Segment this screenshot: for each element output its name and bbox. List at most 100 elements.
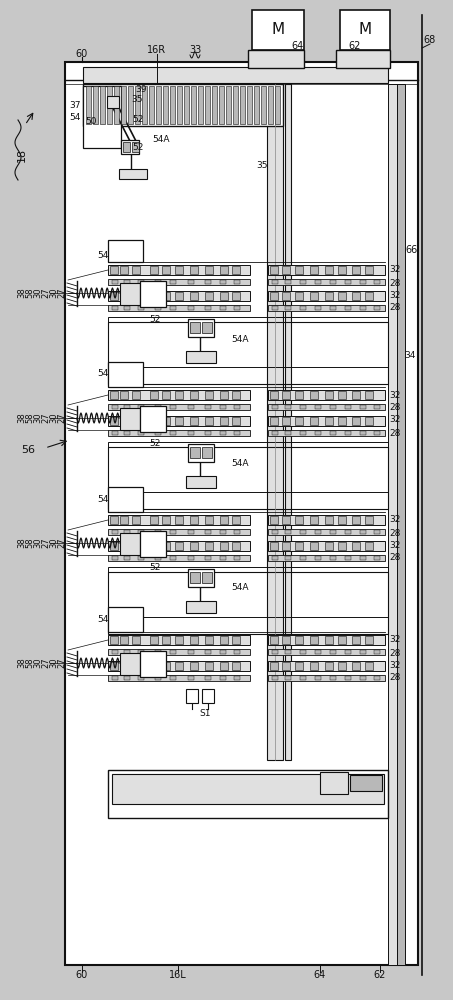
Bar: [156, 86, 161, 124]
Bar: [268, 541, 385, 551]
Bar: [205, 292, 213, 300]
Bar: [108, 661, 250, 671]
Bar: [190, 417, 198, 425]
Bar: [360, 306, 366, 310]
Bar: [220, 636, 228, 644]
Bar: [220, 556, 226, 560]
Bar: [132, 542, 140, 550]
Bar: [268, 515, 385, 525]
Bar: [132, 662, 140, 670]
Bar: [112, 774, 384, 804]
Bar: [188, 676, 194, 680]
Bar: [282, 417, 290, 425]
Text: 54A: 54A: [152, 135, 170, 144]
Bar: [108, 487, 143, 512]
Text: 60: 60: [76, 49, 88, 59]
Bar: [220, 662, 228, 670]
Bar: [248, 50, 304, 68]
Text: 28: 28: [389, 528, 401, 538]
Bar: [108, 317, 388, 367]
Bar: [374, 556, 380, 560]
Bar: [120, 636, 128, 644]
Bar: [320, 772, 348, 794]
Bar: [112, 676, 118, 680]
Bar: [170, 431, 176, 435]
Text: 27: 27: [42, 288, 50, 298]
Bar: [114, 86, 119, 124]
Bar: [138, 676, 144, 680]
Bar: [234, 676, 240, 680]
Bar: [295, 417, 303, 425]
Bar: [124, 530, 130, 534]
Bar: [155, 530, 161, 534]
Bar: [234, 431, 240, 435]
Bar: [108, 390, 250, 400]
Bar: [170, 405, 176, 409]
Bar: [162, 391, 170, 399]
Bar: [190, 322, 200, 333]
Bar: [108, 635, 250, 645]
Text: 56: 56: [21, 445, 35, 455]
Bar: [338, 542, 346, 550]
Bar: [108, 447, 388, 509]
Bar: [188, 530, 194, 534]
Text: 30: 30: [34, 538, 43, 548]
Bar: [350, 775, 382, 791]
Bar: [155, 431, 161, 435]
Bar: [268, 390, 385, 400]
Bar: [234, 280, 240, 284]
Text: S1: S1: [199, 710, 211, 718]
Bar: [234, 530, 240, 534]
Bar: [234, 650, 240, 654]
Bar: [338, 266, 346, 274]
Bar: [300, 676, 306, 680]
Bar: [268, 661, 385, 671]
Bar: [205, 556, 211, 560]
Bar: [282, 662, 290, 670]
Text: 18: 18: [17, 148, 27, 162]
Bar: [124, 405, 130, 409]
Bar: [190, 662, 198, 670]
Text: 58: 58: [25, 658, 34, 668]
Bar: [270, 542, 278, 550]
Bar: [365, 266, 373, 274]
Bar: [108, 541, 250, 551]
Bar: [108, 305, 250, 311]
Bar: [300, 530, 306, 534]
Bar: [124, 556, 130, 560]
Bar: [330, 676, 336, 680]
Bar: [374, 676, 380, 680]
Text: 35: 35: [131, 96, 143, 104]
Bar: [240, 86, 245, 124]
Bar: [352, 542, 360, 550]
Bar: [162, 662, 170, 670]
Bar: [186, 476, 216, 488]
Text: 38: 38: [18, 538, 26, 548]
Bar: [360, 280, 366, 284]
Bar: [360, 650, 366, 654]
Bar: [315, 676, 321, 680]
Bar: [272, 306, 278, 310]
Bar: [155, 280, 161, 284]
Bar: [310, 636, 318, 644]
Bar: [170, 86, 175, 124]
Bar: [175, 636, 183, 644]
Bar: [315, 405, 321, 409]
Text: 28: 28: [389, 554, 401, 562]
Bar: [397, 84, 405, 965]
Bar: [360, 405, 366, 409]
Bar: [188, 280, 194, 284]
Bar: [233, 86, 238, 124]
Bar: [205, 306, 211, 310]
Bar: [310, 516, 318, 524]
Bar: [188, 444, 214, 462]
Text: 28: 28: [389, 304, 401, 312]
Text: 66: 66: [406, 245, 418, 255]
Bar: [285, 280, 291, 284]
Bar: [163, 86, 168, 124]
Bar: [374, 405, 380, 409]
Bar: [232, 516, 240, 524]
Text: 54: 54: [97, 614, 109, 624]
Bar: [170, 676, 176, 680]
Text: 28: 28: [389, 403, 401, 412]
